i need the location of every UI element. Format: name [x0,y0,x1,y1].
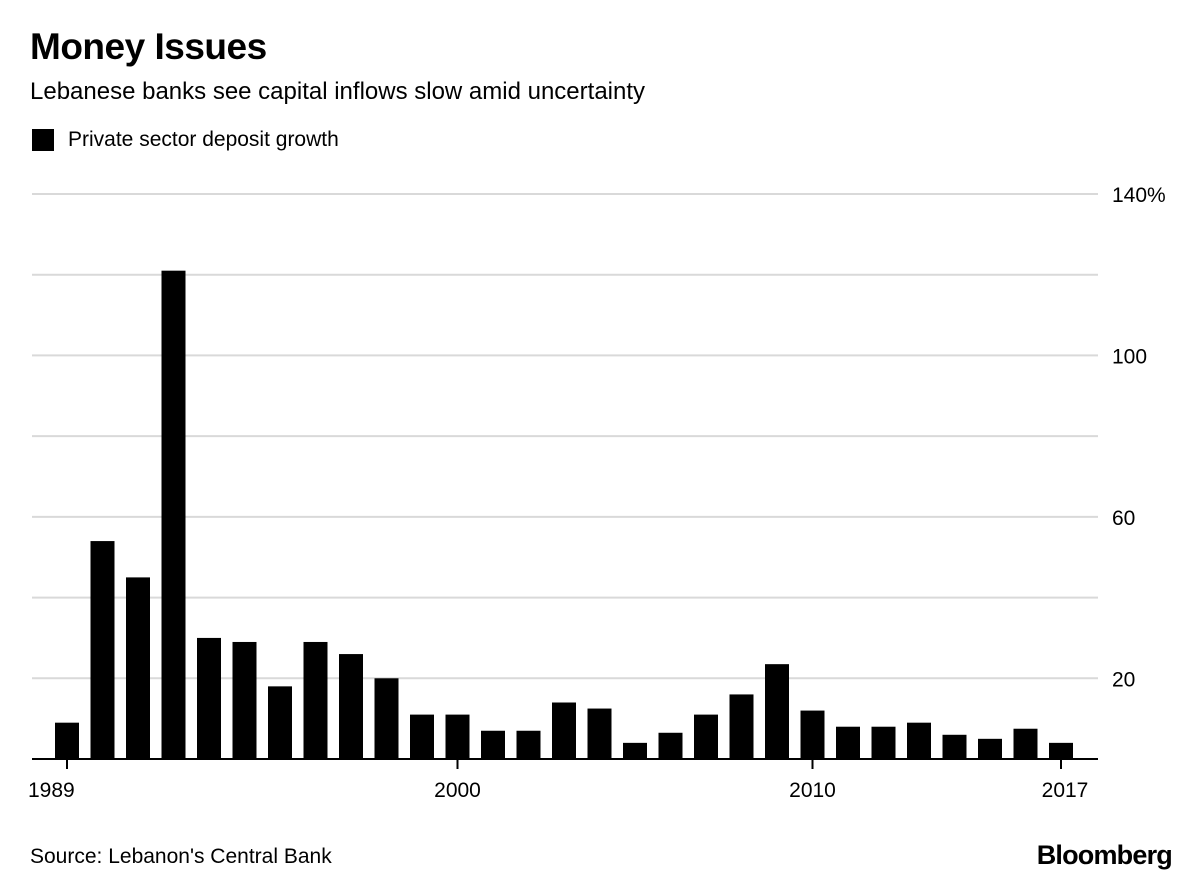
bar-2002 [516,730,541,759]
bar-2010 [800,710,825,759]
x-tick-label-1989: 1989 [28,779,75,802]
brand-logo: Bloomberg [1036,840,1173,870]
y-tick-label-60: 60 [1112,507,1135,530]
bar-1998 [374,678,399,759]
legend: Private sector deposit growth [32,128,339,152]
bar-2011 [836,726,860,759]
y-tick-label-100: 100 [1112,345,1147,368]
x-tick-label-2000: 2000 [434,779,481,802]
bar-2007 [694,714,718,759]
y-tick-label-20: 20 [1112,668,1135,691]
bar-2014 [942,734,967,759]
bar-2008 [729,694,754,759]
bar-1993 [197,637,221,759]
bar-1990 [90,541,115,759]
bar-2006 [658,732,683,759]
bar-1992 [161,270,186,759]
x-tick-label-2017: 2017 [1042,779,1089,802]
chart-subtitle: Lebanese banks see capital inflows slow … [30,78,646,105]
y-tick-label-140: 140% [1112,184,1166,207]
bar-2013 [907,722,931,759]
bar-2005 [623,742,647,759]
bar-1996 [303,641,328,759]
chart-title: Money Issues [30,26,267,67]
bar-2016 [1013,728,1038,759]
bar-1997 [339,654,363,759]
bar-2001 [481,730,505,759]
legend-label: Private sector deposit growth [68,128,339,151]
bar-2003 [552,702,576,759]
bar-2000 [445,714,470,759]
bar-1989 [55,722,79,759]
bar-1991 [126,577,150,759]
source-note: Source: Lebanon's Central Bank [30,845,332,868]
x-tick-label-2010: 2010 [789,779,836,802]
bar-2015 [978,738,1002,759]
legend-swatch [32,129,54,151]
bar-2012 [871,726,896,759]
bar-2009 [765,664,789,759]
bar-2004 [587,708,612,759]
bar-1995 [268,686,292,759]
bar-1994 [232,641,257,759]
bar-2017 [1049,742,1073,759]
bar-1999 [410,714,434,759]
